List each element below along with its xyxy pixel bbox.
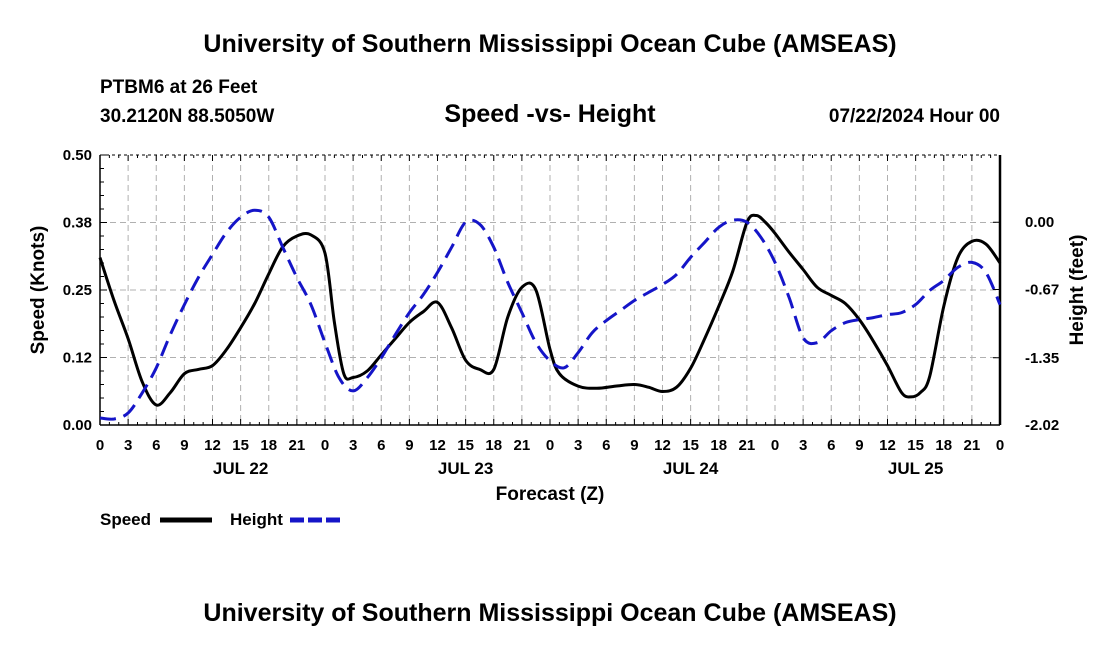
day-label: JUL 22 — [213, 459, 268, 478]
y-left-axis-title: Speed (Knots) — [28, 226, 49, 355]
x-tick-label: 3 — [799, 437, 807, 454]
date-label: 07/22/2024 Hour 00 — [828, 106, 1000, 127]
y-right-tick-label: -1.35 — [1025, 350, 1059, 367]
x-tick-label: 12 — [429, 437, 446, 454]
x-tick-label: 18 — [935, 437, 952, 454]
x-tick-label: 12 — [654, 437, 671, 454]
x-tick-label: 0 — [996, 437, 1004, 454]
x-axis-title: Forecast (Z) — [496, 484, 605, 505]
day-label: JUL 25 — [888, 459, 943, 478]
series-line-speed — [98, 213, 1002, 407]
y-right-tick-label: -0.67 — [1025, 281, 1059, 298]
x-tick-label: 15 — [907, 437, 924, 454]
chart-subtitle: Speed -vs- Height — [444, 100, 656, 128]
x-tick-label: 9 — [855, 437, 863, 454]
day-label: JUL 23 — [438, 459, 493, 478]
x-tick-label: 0 — [96, 437, 104, 454]
y-right-tick-label: 0.00 — [1025, 214, 1054, 231]
x-tick-label: 9 — [180, 437, 188, 454]
y-right-axis-title: Height (feet) — [1067, 235, 1088, 346]
x-tick-label: 15 — [457, 437, 474, 454]
y-right-tick-label: -2.02 — [1025, 417, 1059, 434]
x-tick-label: 15 — [682, 437, 699, 454]
y-left-tick-label: 0.00 — [63, 417, 92, 434]
x-tick-label: 6 — [602, 437, 610, 454]
x-tick-label: 9 — [405, 437, 413, 454]
y-left-tick-label: 0.38 — [63, 215, 92, 232]
series-line-height — [99, 208, 1002, 421]
x-tick-label: 3 — [124, 437, 132, 454]
legend-label-height: Height — [230, 510, 283, 529]
x-tick-label: 3 — [574, 437, 582, 454]
x-tick-label: 21 — [514, 437, 531, 454]
x-tick-label: 6 — [827, 437, 835, 454]
x-tick-label: 6 — [377, 437, 385, 454]
x-tick-label: 6 — [152, 437, 160, 454]
x-tick-label: 3 — [349, 437, 357, 454]
x-tick-label: 0 — [546, 437, 554, 454]
legend-label-speed: Speed — [100, 510, 151, 529]
x-tick-label: 0 — [321, 437, 329, 454]
y-left-tick-label: 0.12 — [63, 350, 92, 367]
x-tick-label: 0 — [771, 437, 779, 454]
location-label: 30.2120N 88.5050W — [100, 106, 275, 127]
x-tick-label: 9 — [630, 437, 638, 454]
x-tick-label: 15 — [232, 437, 249, 454]
day-label: JUL 24 — [663, 459, 719, 478]
x-tick-label: 21 — [739, 437, 756, 454]
x-tick-label: 18 — [260, 437, 277, 454]
x-tick-label: 21 — [289, 437, 306, 454]
x-tick-label: 18 — [485, 437, 502, 454]
x-tick-label: 12 — [204, 437, 221, 454]
x-tick-label: 18 — [710, 437, 727, 454]
station-label: PTBM6 at 26 Feet — [100, 77, 258, 98]
chart-title-top: University of Southern Mississippi Ocean… — [203, 30, 897, 58]
x-tick-label: 21 — [964, 437, 981, 454]
x-tick-label: 12 — [879, 437, 896, 454]
chart-title-bottom: University of Southern Mississippi Ocean… — [203, 599, 897, 627]
y-left-tick-label: 0.50 — [63, 147, 92, 164]
y-left-tick-label: 0.25 — [63, 282, 92, 299]
